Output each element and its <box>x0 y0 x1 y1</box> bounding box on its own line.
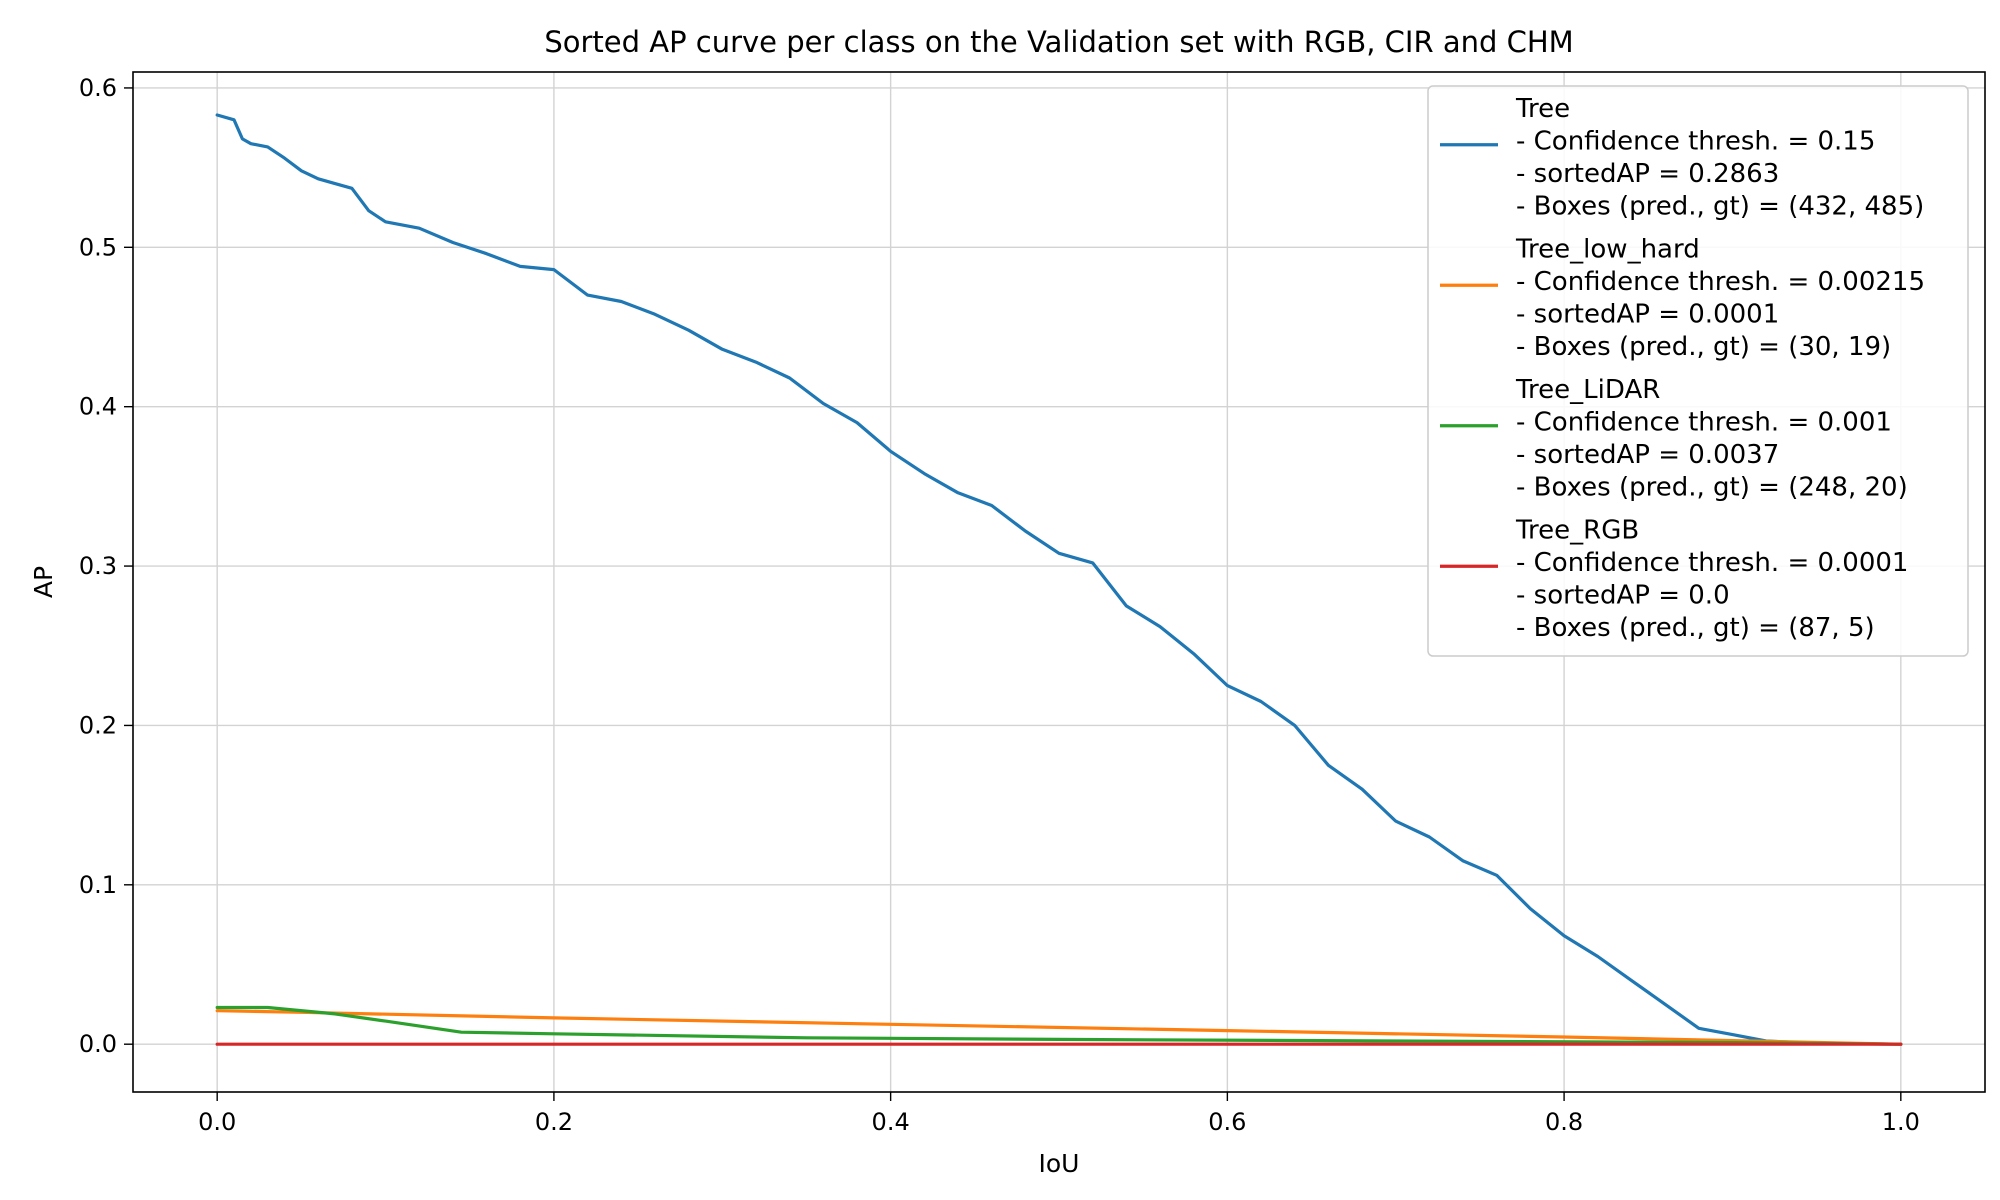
legend-text-line: - sortedAP = 0.2863 <box>1516 159 1779 189</box>
legend-entry: Tree- Confidence thresh. = 0.15- sortedA… <box>1440 94 1924 222</box>
legend-text-line: Tree_low_hard <box>1515 235 1700 265</box>
legend-text-line: - sortedAP = 0.0001 <box>1516 300 1779 330</box>
x-tick-label: 0.0 <box>198 1108 236 1136</box>
legend-entry: Tree_RGB- Confidence thresh. = 0.0001- s… <box>1440 516 1908 643</box>
series-line-tree <box>215 113 1903 1046</box>
legend-text-line: - Boxes (pred., gt) = (87, 5) <box>1516 613 1875 643</box>
legend-box <box>1427 85 1969 657</box>
y-tick-label: 0.4 <box>79 393 117 421</box>
y-tick-label: 0.2 <box>79 711 117 739</box>
legend-text-line: Tree_RGB <box>1515 516 1639 546</box>
legend-text-line: - Boxes (pred., gt) = (432, 485) <box>1516 192 1924 222</box>
x-tick-label: 0.4 <box>872 1108 910 1136</box>
legend-text-line: - Confidence thresh. = 0.15 <box>1516 127 1875 157</box>
x-tick-label: 0.2 <box>535 1108 573 1136</box>
y-tick-label: 0.0 <box>79 1030 117 1058</box>
legend-text-line: - Boxes (pred., gt) = (30, 19) <box>1516 332 1891 362</box>
legend-text-line: - Confidence thresh. = 0.00215 <box>1516 267 1925 297</box>
legend-text-line: - sortedAP = 0.0037 <box>1516 440 1779 470</box>
series-line-tree-lidar <box>215 1005 1903 1046</box>
legend-text-line: - Confidence thresh. = 0.0001 <box>1516 548 1908 578</box>
x-tick-label: 0.6 <box>1208 1108 1246 1136</box>
y-tick-label: 0.6 <box>79 74 117 102</box>
x-tick-label: 1.0 <box>1882 1108 1920 1136</box>
legend-text-line: Tree_LiDAR <box>1515 375 1660 405</box>
x-tick-label: 0.8 <box>1545 1108 1583 1136</box>
y-tick-label: 0.5 <box>79 233 117 261</box>
y-tick-label: 0.1 <box>79 871 117 899</box>
y-axis-label: AP <box>29 566 58 598</box>
plot-frame <box>132 71 1986 1093</box>
chart-title: Sorted AP curve per class on the Validat… <box>544 25 1573 59</box>
legend-text-line: - Boxes (pred., gt) = (248, 20) <box>1516 473 1908 503</box>
plot-lines <box>215 113 1903 1046</box>
legend: Tree- Confidence thresh. = 0.15- sortedA… <box>1427 85 1969 657</box>
legend-text-line: Tree <box>1515 94 1570 124</box>
axis-ticks: 0.0 0.2 0.4 0.6 0.8 1.0 0.0 0.1 0.2 0.3 0.4 0.5 0.6 <box>79 74 1920 1136</box>
legend-entry: Tree_LiDAR- Confidence thresh. = 0.001- … <box>1440 375 1908 503</box>
legend-text-line: - Confidence thresh. = 0.001 <box>1516 408 1892 438</box>
legend-text-line: - sortedAP = 0.0 <box>1516 581 1730 611</box>
legend-entry: Tree_low_hard- Confidence thresh. = 0.00… <box>1440 235 1925 362</box>
x-axis-label: IoU <box>1039 1149 1080 1178</box>
y-tick-label: 0.3 <box>79 552 117 580</box>
